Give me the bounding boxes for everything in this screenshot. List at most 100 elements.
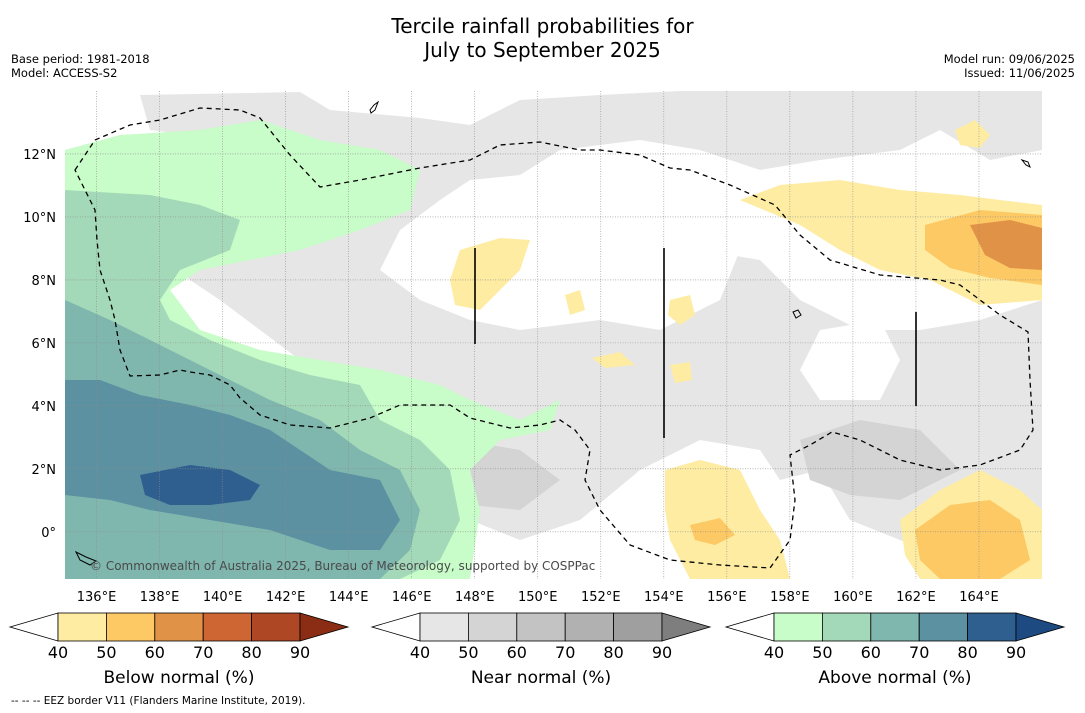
below-normal-50-5 — [955, 120, 990, 148]
colorbar-over-triangle — [661, 612, 712, 642]
colorbar-segment — [516, 612, 566, 642]
below-normal-60-2 — [915, 500, 1030, 579]
island-outline — [74, 550, 98, 566]
colorbar-tick-label: 80 — [603, 643, 623, 662]
model-run: Model run: 09/06/2025 — [943, 52, 1075, 66]
lat-tick-label: 10°N — [23, 211, 56, 226]
eez-border — [74, 107, 1034, 569]
lon-tick-label: 150°E — [518, 590, 558, 605]
below-normal-50-7 — [592, 352, 635, 368]
below-normal-label: Below normal (%) — [103, 668, 255, 688]
lat-tick-label: 2°N — [32, 463, 57, 478]
meta-right: Model run: 09/06/2025 Issued: 11/06/2025 — [944, 52, 1075, 80]
model-name: Model: ACCESS-S2 — [11, 66, 118, 80]
colorbar-segment — [251, 612, 301, 642]
probability-fields — [65, 91, 1042, 579]
colorbar-tick-label: 80 — [957, 643, 977, 662]
colorbar-segment — [613, 612, 663, 642]
lat-tick-label: 8°N — [32, 274, 57, 289]
colorbar-tick-label: 60 — [861, 643, 881, 662]
island-outline — [1020, 158, 1031, 169]
lon-tick-label: 144°E — [329, 590, 369, 605]
colorbar-tick-label: 90 — [652, 643, 672, 662]
colorbars: 40 50 60 70 80 90 40 50 60 70 80 90 40 50 60 70 80 90 — [8, 612, 1066, 662]
colorbar-2: 40 50 60 70 80 90 — [724, 612, 1066, 662]
no-signal-region-2 — [800, 320, 900, 400]
colorbar-segment — [822, 612, 872, 642]
colorbar-tick-label: 60 — [145, 643, 165, 662]
below-normal-50-9 — [670, 362, 692, 383]
below-normal-50-3 — [665, 460, 790, 579]
colorbar-segment — [918, 612, 969, 642]
map-title: Tercile rainfall probabilities for July … — [0, 14, 1085, 62]
lon-tick-label: 138°E — [140, 590, 180, 605]
below-normal-50-6 — [668, 295, 695, 325]
title-line-2: July to September 2025 — [424, 38, 661, 62]
near-normal-label: Near normal (%) — [470, 668, 612, 688]
lat-tick-label: 12°N — [23, 148, 56, 163]
longitude-labels: 136°E 138°E 140°E 142°E 144°E 146°E 148°E 150°E… — [77, 590, 999, 605]
colorbar-segment — [467, 612, 518, 642]
lat-tick-label: 0° — [41, 526, 56, 541]
lon-tick-label: 154°E — [644, 590, 684, 605]
colorbar-segment — [870, 612, 920, 642]
meta-left: Base period: 1981-2018 Model: ACCESS-S2 — [11, 52, 150, 80]
below-normal-50-8 — [565, 290, 585, 315]
colorbar-segment — [967, 612, 1017, 642]
colorbar-0: 40 50 60 70 80 90 — [8, 612, 350, 662]
issued-date: Issued: 11/06/2025 — [964, 66, 1075, 80]
island-outline — [792, 309, 802, 319]
colorbar-tick-label: 40 — [410, 643, 430, 662]
colorbar-tick-label: 70 — [909, 643, 929, 662]
island-outline — [369, 100, 380, 114]
lon-tick-label: 146°E — [392, 590, 432, 605]
lon-tick-label: 142°E — [266, 590, 306, 605]
latitude-labels: 12°N 10°N 8°N 6°N 4°N 2°N 0° — [23, 148, 56, 541]
title-line-1: Tercile rainfall probabilities for — [391, 14, 694, 38]
base-period: Base period: 1981-2018 — [11, 52, 150, 66]
gridlines — [65, 91, 1042, 579]
colorbar-segment — [773, 612, 823, 642]
colorbar-under-triangle — [370, 612, 421, 642]
lon-tick-label: 140°E — [203, 590, 243, 605]
above-normal-90 — [140, 465, 260, 505]
colorbar-segment — [564, 612, 615, 642]
lat-tick-label: 6°N — [32, 337, 57, 352]
colorbar-under-triangle — [724, 612, 775, 642]
colorbar-tick-label: 70 — [555, 643, 575, 662]
colorbar-segment — [154, 612, 204, 642]
lon-tick-label: 156°E — [707, 590, 747, 605]
colorbar-segment — [57, 612, 107, 642]
below-normal-70 — [970, 220, 1042, 270]
colorbar-tick-label: 90 — [290, 643, 310, 662]
colorbar-segment — [419, 612, 469, 642]
colorbar-over-triangle — [1015, 612, 1066, 642]
lat-tick-label: 4°N — [32, 400, 57, 415]
colorbar-tick-label: 50 — [458, 643, 478, 662]
colorbar-tick-label: 70 — [193, 643, 213, 662]
lon-tick-label: 152°E — [581, 590, 621, 605]
colorbar-tick-label: 40 — [764, 643, 784, 662]
above-normal-80 — [65, 380, 400, 550]
below-normal-50-2 — [450, 238, 530, 310]
copyright-text: © Commonwealth of Australia 2025, Bureau… — [90, 559, 595, 573]
colorbar-1: 40 50 60 70 80 90 — [370, 612, 712, 662]
below-normal-50 — [740, 180, 1042, 305]
lon-tick-label: 136°E — [77, 590, 117, 605]
above-normal-label: Above normal (%) — [818, 668, 972, 688]
lon-tick-label: 162°E — [896, 590, 936, 605]
lon-tick-label: 160°E — [833, 590, 873, 605]
eez-footnote: -- -- -- EEZ border V11 (Flanders Marine… — [11, 695, 306, 707]
colorbar-over-triangle — [299, 612, 350, 642]
colorbar-tick-label: 90 — [1006, 643, 1026, 662]
colorbar-under-triangle — [8, 612, 59, 642]
colorbar-segment — [106, 612, 156, 642]
colorbar-tick-label: 50 — [96, 643, 116, 662]
colorbar-tick-label: 60 — [507, 643, 527, 662]
colorbar-tick-label: 80 — [241, 643, 261, 662]
lon-tick-label: 158°E — [770, 590, 810, 605]
lon-tick-label: 148°E — [455, 590, 495, 605]
colorbar-tick-label: 40 — [48, 643, 68, 662]
colorbar-segment — [202, 612, 252, 642]
